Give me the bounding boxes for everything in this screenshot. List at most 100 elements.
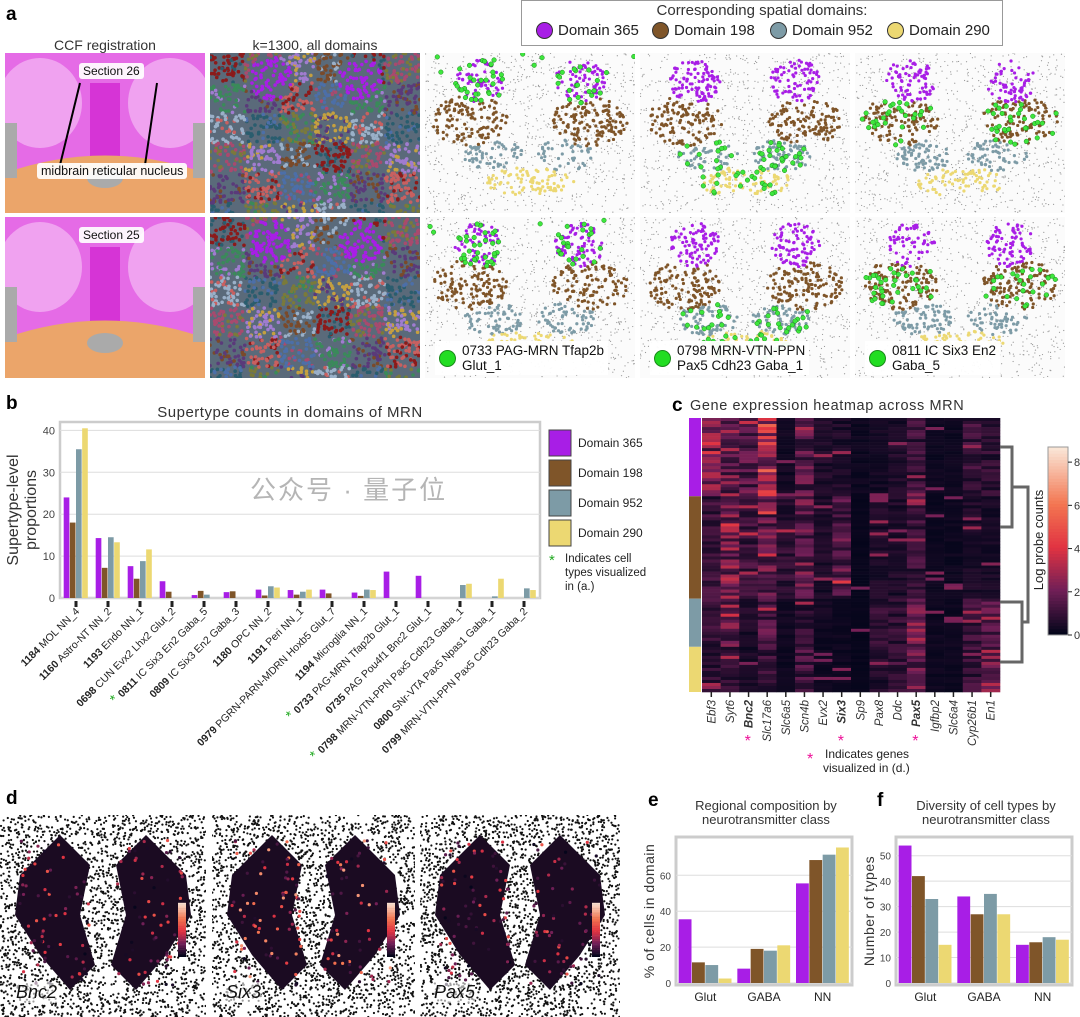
cell-dot <box>476 123 478 125</box>
cell-dot <box>504 209 506 211</box>
cell-dot <box>313 280 317 285</box>
cell-dot <box>357 128 362 132</box>
cell-dot <box>481 176 483 178</box>
domain-cell-dot <box>594 140 598 144</box>
cell-dot <box>323 302 327 306</box>
cell-dot <box>253 57 258 62</box>
cell-dot <box>532 68 534 70</box>
cell-dot <box>536 120 538 122</box>
cell-dot <box>509 113 511 116</box>
domain-cell-dot <box>596 137 600 141</box>
cell-dot <box>400 60 405 64</box>
cell-dot <box>618 99 620 101</box>
cell-dot <box>385 364 390 369</box>
cell-dot <box>279 171 284 175</box>
cell-dot <box>341 235 345 240</box>
cell-dot <box>274 370 278 375</box>
cell-dot <box>581 206 583 208</box>
cell-dot <box>377 340 382 344</box>
cell-dot <box>284 361 289 365</box>
cell-dot <box>281 296 285 300</box>
cell-dot <box>304 60 309 65</box>
cell-dot <box>252 369 257 374</box>
cell-dot <box>258 204 262 209</box>
cell-dot <box>415 124 420 129</box>
cell-dot <box>332 375 337 378</box>
cell-dot <box>221 178 225 182</box>
cell-dot <box>218 152 223 156</box>
cell-dot <box>260 338 264 343</box>
cell-dot <box>323 357 327 362</box>
cell-dot <box>570 108 572 110</box>
cell-dot <box>498 120 500 122</box>
cell-dot <box>353 301 358 306</box>
domain-cell-dot <box>594 64 598 68</box>
cell-dot <box>255 63 260 67</box>
cell-dot <box>376 141 380 146</box>
cell-dot <box>322 225 326 230</box>
cell-dot <box>315 269 320 274</box>
cell-dot <box>595 151 597 153</box>
cell-dot <box>523 191 525 194</box>
cell-dot <box>406 186 411 191</box>
cell-dot <box>489 103 491 105</box>
cell-dot <box>265 125 269 129</box>
cell-dot <box>211 187 216 192</box>
cell-dot <box>324 372 328 377</box>
cell-dot <box>399 88 404 92</box>
cell-dot <box>372 256 377 260</box>
cell-dot <box>354 313 358 318</box>
cell-dot <box>317 85 322 90</box>
cell-dot <box>212 129 217 134</box>
cell-dot <box>399 72 404 77</box>
cell-dot <box>316 91 321 96</box>
cell-dot <box>232 337 237 342</box>
cell-dot <box>371 136 376 140</box>
cell-dot <box>307 154 312 159</box>
cell-dot <box>414 218 419 223</box>
cell-dot <box>327 295 331 300</box>
cell-dot <box>595 177 597 180</box>
cell-dot <box>445 129 447 131</box>
cell-dot <box>213 217 218 220</box>
cell-dot <box>242 151 247 155</box>
cell-dot <box>304 372 309 376</box>
cell-dot <box>381 271 386 275</box>
cell-dot <box>366 364 370 369</box>
domain-cell-dot <box>566 125 570 129</box>
cell-dot <box>599 169 602 171</box>
cell-dot <box>253 109 258 113</box>
cell-dot <box>273 255 278 260</box>
cell-dot <box>352 345 356 349</box>
cell-dot <box>389 345 393 349</box>
cell-dot <box>501 157 503 160</box>
cell-dot <box>359 198 363 202</box>
cell-dot <box>322 113 327 117</box>
cell-dot <box>242 343 247 348</box>
cell-dot <box>363 312 367 317</box>
cell-dot <box>475 209 478 211</box>
cell-dot <box>386 276 390 280</box>
domain-cell-dot <box>512 154 516 158</box>
cell-dot <box>403 337 407 342</box>
cell-dot <box>240 179 245 184</box>
cell-dot <box>379 59 383 63</box>
cell-dot <box>301 259 306 263</box>
cell-dot <box>524 109 526 111</box>
cell-dot <box>409 240 414 244</box>
cell-dot <box>431 66 433 69</box>
cell-dot <box>352 264 357 269</box>
cell-dot <box>314 266 319 270</box>
cell-dot <box>240 329 244 333</box>
domain-cell-dot <box>457 95 461 99</box>
cell-dot <box>328 160 333 164</box>
cell-dot <box>633 159 635 161</box>
domain-cell-dot <box>551 118 555 123</box>
domain-cell-dot <box>470 107 474 111</box>
cell-dot <box>226 87 231 92</box>
cell-dot <box>233 117 237 122</box>
cell-dot <box>519 101 521 103</box>
cell-dot <box>328 197 333 202</box>
cell-dot <box>273 335 277 339</box>
cell-dot <box>243 167 248 172</box>
